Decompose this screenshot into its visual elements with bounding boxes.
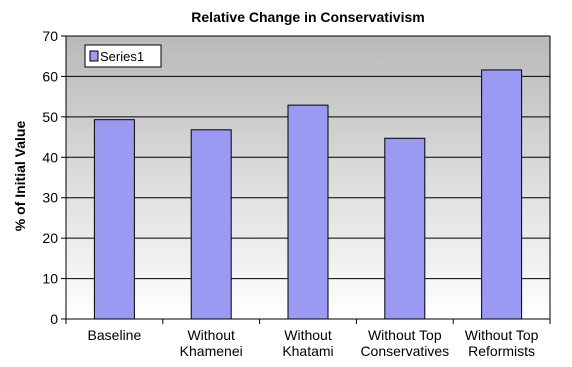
x-tick-label-line: Without (187, 327, 235, 343)
bar (287, 104, 329, 320)
x-tick-label-line: Without (284, 327, 332, 343)
y-tick-label: 30 (42, 190, 58, 206)
x-tick-label: Without Khamenei (180, 327, 243, 359)
x-tick-label-line: Khatami (282, 343, 333, 359)
bar (384, 137, 426, 320)
y-tick-label: 40 (42, 149, 58, 165)
y-tick-label: 70 (42, 28, 58, 44)
legend: Series1 (84, 44, 162, 68)
chart-title: Relative Change in Conservativism (191, 9, 424, 25)
legend-label: Series1 (100, 49, 144, 64)
bar (190, 129, 232, 320)
x-tick-label-line: Conservatives (360, 343, 449, 359)
bar (481, 69, 523, 320)
y-tick-label: 20 (42, 230, 58, 246)
x-tick-label-line: Khamenei (180, 343, 243, 359)
y-tick-label: 10 (42, 271, 58, 287)
y-axis-label: % of Initial Value (12, 121, 28, 232)
x-tick-label: Without Khatami (282, 327, 333, 359)
y-tick-label: 50 (42, 109, 58, 125)
x-tick-label-line: Without Top (368, 327, 442, 343)
legend-swatch (89, 50, 99, 62)
y-tick-label: 60 (42, 68, 58, 84)
x-tick-label-line: Without Top (465, 327, 539, 343)
x-tick-label: Without Top Reformists (465, 327, 539, 359)
x-tick-label-line: Reformists (468, 343, 535, 359)
legend-box (84, 44, 162, 68)
bar (93, 119, 135, 320)
y-tick-label: 0 (50, 311, 58, 327)
x-tick-label: Baseline (88, 327, 142, 343)
x-tick-label: Without Top Conservatives (360, 327, 449, 359)
x-tick-label-line: Baseline (88, 327, 142, 343)
